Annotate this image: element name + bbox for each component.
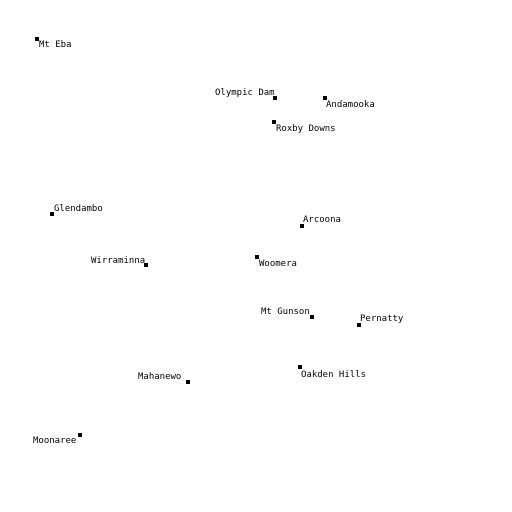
place-marker <box>357 323 361 327</box>
place-marker <box>323 96 327 100</box>
place-label: Roxby Downs <box>276 124 336 134</box>
place-label: Mt Gunson <box>261 307 310 317</box>
place-label: Mt Eba <box>39 40 72 50</box>
place-marker <box>255 255 259 259</box>
place-marker <box>186 380 190 384</box>
place-label: Oakden Hills <box>301 370 367 380</box>
place-marker <box>272 120 276 124</box>
place-marker <box>298 365 302 369</box>
place-label: Glendambo <box>54 204 103 214</box>
place-marker <box>50 212 54 216</box>
place-marker <box>144 263 148 267</box>
place-label: Woomera <box>259 259 297 269</box>
place-marker <box>78 433 82 437</box>
place-marker <box>273 96 277 100</box>
place-marker <box>310 315 314 319</box>
place-label: Mahanewo <box>138 372 182 382</box>
place-label: Arcoona <box>303 215 341 225</box>
place-marker <box>35 37 39 41</box>
place-label: Moonaree <box>33 436 77 446</box>
place-marker <box>300 224 304 228</box>
place-label: Andamooka <box>326 100 375 110</box>
place-label: Wirraminna <box>91 256 146 266</box>
place-label: Pernatty <box>360 314 404 324</box>
place-label: Olympic Dam <box>215 88 275 98</box>
